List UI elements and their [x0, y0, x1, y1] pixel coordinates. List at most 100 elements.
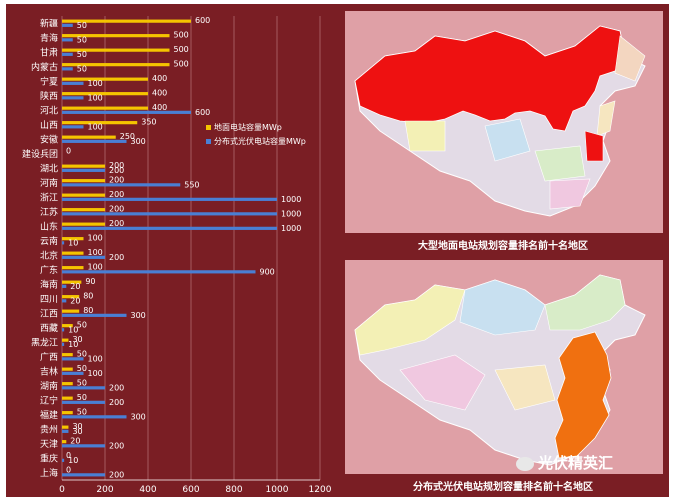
- category-label: 甘肃: [40, 46, 58, 58]
- data-label-ground: 50: [77, 393, 87, 402]
- data-label-ground: 30: [72, 335, 82, 344]
- bar-ground: [62, 19, 191, 23]
- category-label: 湖南: [40, 380, 58, 392]
- data-label-ground: 100: [88, 262, 103, 271]
- bar-distributed: [62, 444, 105, 448]
- map2-highlight-region: [554, 331, 612, 459]
- bar-distributed: [62, 110, 191, 114]
- map1-caption: 大型地面电站规划容量排名前十名地区: [418, 241, 588, 252]
- data-label-distributed: 600: [195, 108, 210, 117]
- bar-ground: [62, 266, 84, 270]
- wechat-icon: [516, 456, 534, 471]
- data-label-ground: 50: [77, 378, 87, 387]
- bar-distributed: [62, 226, 277, 230]
- category-label: 天津: [40, 439, 58, 450]
- bar-distributed: [62, 52, 73, 56]
- category-label: 陕西: [40, 90, 58, 102]
- data-label-distributed: 10: [68, 340, 78, 349]
- bar-distributed: [62, 473, 105, 477]
- bar-ground: [62, 353, 73, 357]
- category-label: 山东: [40, 220, 58, 232]
- data-label-distributed: 50: [77, 21, 87, 30]
- data-label-ground: 80: [83, 291, 93, 300]
- data-label-ground: 100: [88, 233, 103, 242]
- legend-label-ground: 地面电站容量MWp: [214, 122, 282, 132]
- data-label-ground: 50: [77, 320, 87, 329]
- bar-distributed: [62, 313, 127, 317]
- data-label-ground: 0: [66, 146, 71, 155]
- data-label-distributed: 100: [88, 122, 103, 131]
- bar-ground: [62, 63, 170, 67]
- data-label-distributed: 10: [68, 456, 78, 465]
- category-label: 辽宁: [40, 394, 58, 406]
- category-label: 黑龙江: [31, 336, 58, 348]
- bar-distributed: [62, 458, 65, 462]
- bar-ground: [62, 367, 73, 371]
- bar-ground: [62, 251, 84, 255]
- data-label-distributed: 100: [88, 93, 103, 102]
- data-label-distributed: 200: [109, 398, 124, 407]
- category-label: 新疆: [40, 17, 58, 29]
- category-label: 四川: [40, 295, 58, 305]
- data-label-distributed: 900: [260, 267, 275, 276]
- data-label-distributed: 200: [109, 166, 124, 175]
- data-label-distributed: 30: [72, 427, 82, 436]
- bar-distributed: [62, 400, 105, 404]
- data-label-ground: 0: [66, 465, 71, 474]
- data-label-distributed: 100: [88, 369, 103, 378]
- bar-distributed: [62, 328, 65, 332]
- bar-ground: [62, 135, 116, 139]
- bar-distributed: [62, 139, 127, 143]
- category-label: 西藏: [40, 322, 58, 334]
- bar-distributed: [62, 255, 105, 259]
- data-label-ground: 500: [174, 59, 189, 68]
- data-label-ground: 30: [72, 422, 82, 431]
- bar-distributed: [62, 81, 84, 85]
- category-label: 湖北: [40, 163, 58, 174]
- data-label-ground: 200: [109, 219, 124, 228]
- bar-ground: [62, 208, 105, 212]
- x-tick-label: 400: [139, 485, 156, 495]
- bar-distributed: [62, 241, 65, 245]
- bar-ground: [62, 440, 67, 444]
- data-label-distributed: 300: [131, 311, 146, 320]
- data-label-distributed: 1000: [281, 195, 301, 204]
- data-label-distributed: 1000: [281, 209, 301, 218]
- legend-swatch-ground: [206, 125, 211, 130]
- map-distributed-station: [345, 260, 663, 474]
- data-label-ground: 50: [77, 407, 87, 416]
- bar-ground: [62, 295, 80, 299]
- bar-ground: [62, 48, 170, 52]
- data-label-ground: 400: [152, 74, 167, 83]
- data-label-distributed: 20: [70, 296, 80, 305]
- figure-frame: 0 200 400 600 800 1000 1200 新疆 600 50 青海 500 50 甘肃 500…: [6, 4, 669, 497]
- bar-ground: [62, 324, 73, 328]
- bar-distributed: [62, 284, 67, 288]
- bar-distributed: [62, 386, 105, 390]
- category-label: 贵州: [40, 423, 58, 435]
- category-label: 江西: [40, 308, 58, 319]
- data-label-ground: 200: [109, 190, 124, 199]
- watermark-text: 光伏精英汇: [538, 454, 614, 472]
- category-label: 江苏: [40, 206, 58, 218]
- bar-ground: [62, 193, 105, 197]
- data-label-ground: 350: [141, 117, 156, 126]
- data-label-ground: 200: [109, 161, 124, 170]
- x-tick-label: 0: [59, 485, 65, 495]
- bar-distributed: [62, 371, 84, 375]
- data-label-ground: 400: [152, 103, 167, 112]
- category-label: 建设兵团: [22, 148, 58, 160]
- category-label: 广西: [40, 351, 58, 363]
- category-label: 青海: [40, 32, 58, 44]
- data-label-ground: 200: [109, 175, 124, 184]
- data-label-distributed: 1000: [281, 224, 301, 233]
- data-label-ground: 50: [77, 349, 87, 358]
- x-tick-label: 600: [182, 485, 199, 495]
- category-label: 山西: [40, 120, 58, 131]
- data-label-distributed: 200: [109, 470, 124, 479]
- bar-ground: [62, 77, 148, 81]
- data-label-distributed: 10: [68, 238, 78, 247]
- bar-ground: [62, 411, 73, 415]
- category-label: 海南: [40, 278, 58, 290]
- category-label: 吉林: [40, 365, 58, 377]
